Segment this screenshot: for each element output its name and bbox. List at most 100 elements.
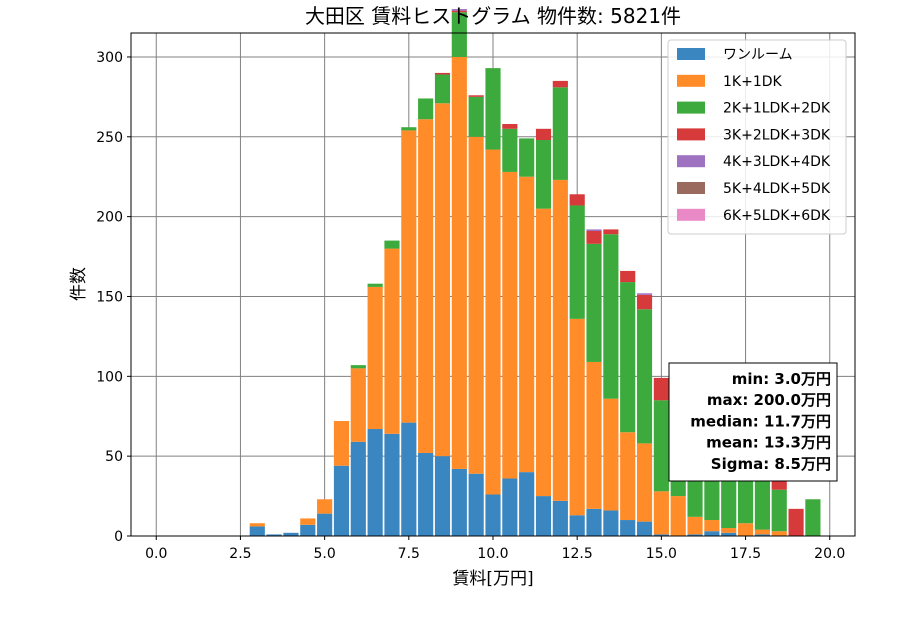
bar-segment-series-0 [603,510,619,536]
bar-segment-series-0 [401,422,417,536]
bar-segment-series-2 [636,309,653,444]
y-tick-label: 300 [96,50,123,66]
bar-segment-series-0 [653,534,669,536]
legend-box [667,39,847,235]
bar-segment-series-1 [485,149,501,495]
bar-segment-series-3 [535,128,552,140]
bar-segment-series-3 [552,80,568,88]
x-tick-label: 20.0 [814,546,845,562]
bar-segment-series-1 [704,520,720,532]
bar-segment-series-2 [754,478,770,530]
legend-swatch [677,155,705,168]
bar-segment-series-1 [737,523,754,536]
stats-line: max: 200.0万円 [707,391,831,409]
bar-segment-series-0 [721,532,737,536]
x-tick-label: 15.0 [646,546,677,562]
bar-segment-series-2 [620,282,636,433]
bar-segment-series-1 [653,491,669,535]
legend-label: 3K+2LDK+3DK [723,127,831,143]
bar-segment-series-0 [687,534,703,536]
bar-segment-series-3 [451,10,467,13]
chart-title: 大田区 賃料ヒストグラム 物件数: 5821件 [305,4,681,28]
bar-segment-series-4 [636,293,653,295]
bar-segment-series-2 [418,98,434,120]
legend-swatch [677,74,705,87]
bar-segment-series-0 [300,524,316,536]
bar-segment-series-1 [333,421,350,466]
stats-box: min: 3.0万円 max: 200.0万円 median: 11.7万円 mean… [668,362,838,482]
y-tick-label: 0 [114,529,123,545]
bar-segment-series-2 [771,489,787,532]
bar-segment-series-1 [586,361,602,509]
bar-segment-series-0 [434,456,451,536]
legend-swatch [677,101,705,114]
bar-segment-series-0 [468,473,484,536]
bar-segment-series-2 [552,87,568,180]
bar-segment-series-0 [333,465,350,536]
bar-segment-series-3 [788,508,804,536]
bar-segment-series-2 [519,138,535,177]
bar-segment-series-3 [636,294,653,310]
bar-segment-series-1 [502,171,518,479]
bar-segment-series-1 [552,179,568,501]
bar-segment-series-2 [535,139,552,209]
bar-segment-series-2 [603,234,619,399]
bar-segment-series-1 [350,368,366,442]
bar-segment-series-0 [317,513,333,536]
legend-label: 1K+1DK [723,74,783,90]
bar-segment-series-2 [569,205,585,319]
stats-box-frame [668,362,838,482]
bar-segment-series-3 [653,377,669,401]
bar-segment-series-3 [569,194,585,206]
bar-segment-series-1 [384,248,400,434]
bar-segment-series-3 [620,270,636,283]
bar-segment-series-0 [754,534,770,536]
bar-segment-series-0 [704,531,720,536]
stats-line: median: 11.7万円 [690,412,831,430]
legend-swatch [677,182,705,194]
bar-segment-series-0 [418,452,434,536]
bar-segment-series-1 [687,516,703,535]
bar-segment-series-3 [586,231,602,244]
bar-segment-series-2 [434,74,451,104]
bar-segment-series-3 [468,95,484,97]
x-tick-label: 7.5 [398,546,420,562]
bar-segment-series-1 [771,531,787,536]
y-tick-label: 150 [96,289,123,305]
bar-segment-series-0 [249,526,265,536]
stats-line: mean: 13.3万円 [706,434,831,452]
bar-segment-series-2 [468,96,484,137]
bar-segment-series-1 [620,432,636,521]
bar-segment-series-2 [805,499,821,536]
legend-swatch [677,48,705,60]
y-axis-ticks: 0 50 100 150 200 250 300 [96,50,131,545]
x-axis-label: 賃料[万円] [452,569,533,589]
bar-segment-series-2 [653,400,669,492]
bar-segment-series-2 [401,127,417,131]
bar-segment-series-1 [401,130,417,423]
bar-segment-series-2 [586,243,602,362]
bar-segment-series-0 [552,500,568,536]
bar-segment-series-3 [603,229,619,235]
stats-line: min: 3.0万円 [732,370,831,388]
bar-segment-series-0 [367,429,383,536]
bar-segment-series-1 [367,286,383,430]
bar-segment-series-1 [317,499,333,514]
bar-segment-series-1 [670,496,686,536]
bar-segment-series-3 [502,124,518,129]
bar-segment-series-1 [603,398,619,511]
legend-label: 4K+3LDK+4DK [723,154,831,170]
bar-segment-series-2 [502,128,518,172]
bar-segment-series-0 [636,521,653,536]
bar-segment-series-0 [519,472,535,536]
y-tick-label: 50 [105,449,123,465]
bars [249,9,821,536]
y-tick-label: 100 [96,369,123,385]
bar-segment-series-0 [350,441,366,536]
bar-segment-series-1 [569,318,585,516]
bar-segment-series-4 [586,229,602,232]
legend: ワンルーム 1K+1DK 2K+1LDK+2DK 3K+2LDK+3DK 4K+3LDK… [667,39,847,235]
legend-swatch [677,128,705,141]
x-tick-label: 5.0 [313,546,335,562]
bar-segment-series-1 [468,136,484,474]
